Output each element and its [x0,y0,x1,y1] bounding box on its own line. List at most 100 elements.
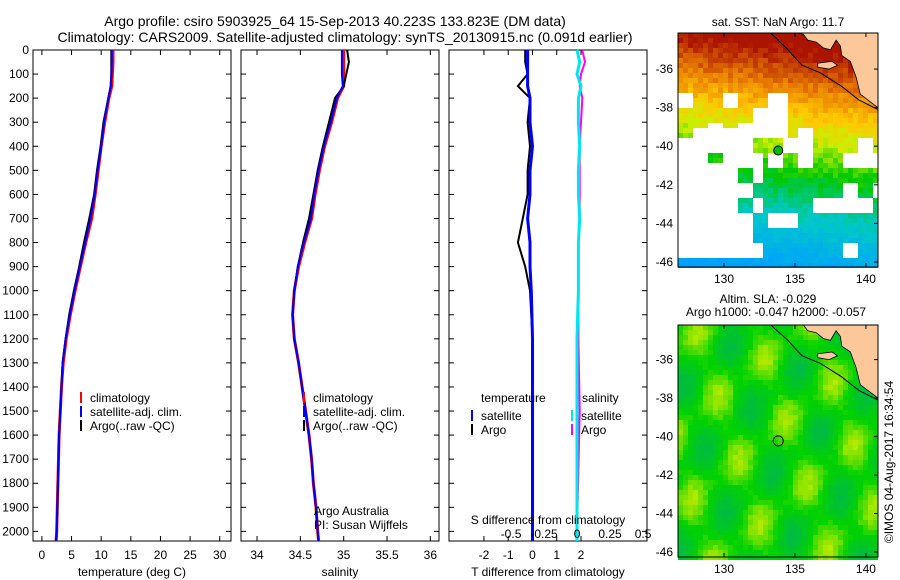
map-cell [833,350,838,355]
map-cell [858,450,863,455]
map-cell [808,223,813,228]
map-cell [838,505,843,510]
map-cell [833,540,838,545]
map-cell [713,370,718,375]
map-cell [778,248,783,253]
map-cell [718,415,723,420]
map-cell [768,470,773,475]
map-cell [778,345,783,350]
map-cell [703,520,708,525]
map-cell [793,445,798,450]
map-cell [748,78,753,83]
map-cell [718,385,723,390]
map-cell [763,425,768,430]
map-cell [848,465,853,470]
map-cell [743,325,748,330]
map-cell [733,113,738,118]
map-cell [798,375,803,380]
map-cell [848,63,853,68]
map-cell [763,148,768,153]
map-cell [818,253,823,258]
map-cell [698,430,703,435]
map-cell [693,48,698,53]
map-cell [773,198,778,203]
map-cell [763,470,768,475]
map-cell [873,420,878,425]
map-cell [738,540,743,545]
map-cell [793,420,798,425]
map-cell [848,128,853,133]
map-cell [678,375,683,380]
map-cell [708,83,713,88]
map-cell [698,93,703,98]
map-cell [683,325,688,330]
map-cell [848,78,853,83]
map-cell [868,405,873,410]
map-cell [758,340,763,345]
map-cell [798,68,803,73]
y-tick-label: 1800 [2,476,29,490]
map-cell [788,335,793,340]
map-cell [838,218,843,223]
map-cell [783,415,788,420]
map-cell [703,113,708,118]
map-cell [683,340,688,345]
map-cell [678,395,683,400]
map-cell [738,400,743,405]
y-tick-label: 800 [9,236,29,250]
map-cell [683,450,688,455]
map-cell [803,178,808,183]
map-cell [738,258,743,263]
map-cell [873,400,878,405]
map-cell [778,460,783,465]
map-cell [798,390,803,395]
map-cell [858,515,863,520]
map-cell [733,540,738,545]
map-cell [708,390,713,395]
map-cell [853,540,858,545]
map-cell [833,470,838,475]
map-cell [723,360,728,365]
x2-tick-label: 0 [574,527,581,541]
map-cell [873,238,878,243]
map-cell [743,365,748,370]
map-cell [698,83,703,88]
map-cell [818,435,823,440]
map-cell [703,58,708,63]
map-cell [733,108,738,113]
map-cell [768,83,773,88]
map-cell [683,395,688,400]
map-cell [748,43,753,48]
map-cell [788,455,793,460]
map-cell [843,460,848,465]
map-cell [798,243,803,248]
map-cell [868,480,873,485]
map-cell [743,73,748,78]
map-cell [778,400,783,405]
map-cell [728,475,733,480]
map-cell [763,460,768,465]
map-cell [828,500,833,505]
map-cell [768,243,773,248]
map-cell [748,495,753,500]
map-cell [793,380,798,385]
map-cell [813,133,818,138]
map-cell [783,545,788,550]
map-cell [763,500,768,505]
map-cell [818,143,823,148]
map-cell [758,98,763,103]
map-cell [813,400,818,405]
map-cell [808,350,813,355]
map-cell [863,173,868,178]
map-cell [808,505,813,510]
map-cell [743,475,748,480]
map-cell [843,485,848,490]
map-cell [808,98,813,103]
map-cell [678,325,683,330]
map-cell [768,238,773,243]
map-cell [773,370,778,375]
map-cell [743,58,748,63]
map-cell [833,505,838,510]
map-cell [683,530,688,535]
map-cell [753,233,758,238]
